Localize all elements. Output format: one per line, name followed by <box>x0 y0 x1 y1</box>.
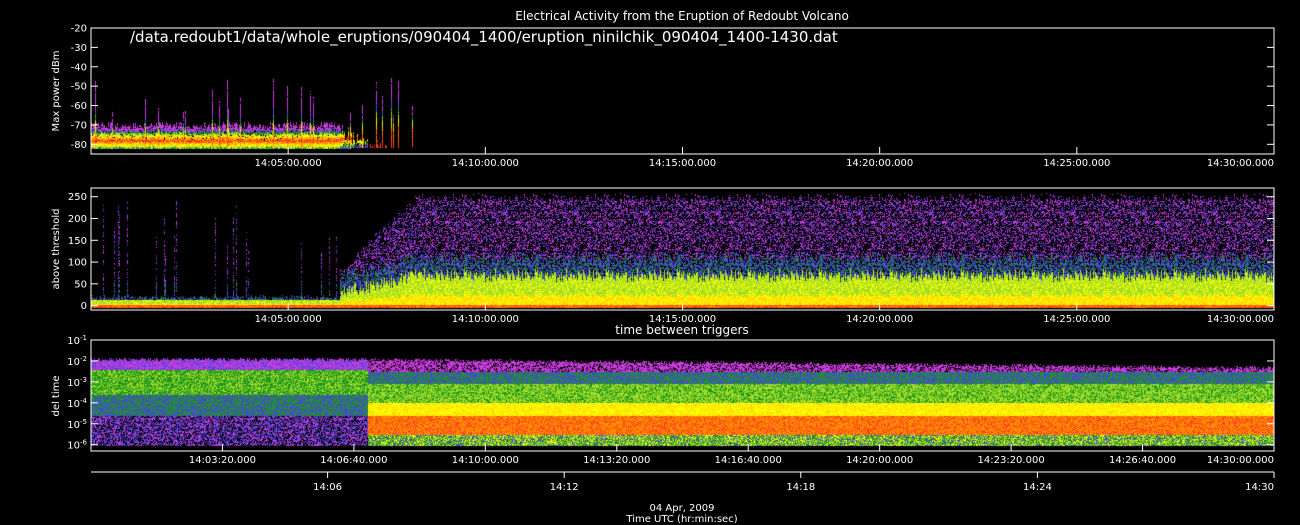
del-time-heatmap <box>91 340 1274 451</box>
xtick-label: 14:05:00.000 <box>255 158 322 169</box>
xtick2-label: 14:12 <box>550 482 579 493</box>
ytick-base: 10 <box>67 441 80 452</box>
ytick-base: 10 <box>67 357 80 368</box>
panel-max-power: /data.redoubt1/data/whole_eruptions/0904… <box>51 24 1275 169</box>
xtick-label: 14:15:00.000 <box>649 158 716 169</box>
ytick-label: -80 <box>71 140 87 151</box>
xtick-label: 14:20:00.000 <box>846 314 913 325</box>
max-power-ylabel: Max power dBm <box>51 51 62 132</box>
date-label: 04 Apr, 2009 <box>649 503 714 514</box>
xtick2-label: 14:30 <box>1245 482 1274 493</box>
panel-above-threshold: above threshold 250 200 150 100 50 0 14:05:00… <box>51 187 1275 325</box>
del-time-frame <box>90 339 1275 452</box>
ytick-exponent: -6 <box>80 439 88 447</box>
panel-del-time: time between triggers del time 10-110-21… <box>51 323 1275 525</box>
file-path-label: /data.redoubt1/data/whole_eruptions/0904… <box>130 28 838 47</box>
xtick-label: 14:30:00.000 <box>1207 455 1274 466</box>
xtick-label: 14:20:00.000 <box>846 158 913 169</box>
xtick-label: 14:20:00.000 <box>846 455 913 466</box>
del-time-title: time between triggers <box>615 323 748 337</box>
ytick-label: 0 <box>81 301 87 312</box>
xtick2-label: 14:24 <box>1023 482 1052 493</box>
ytick-label: 10-2 <box>67 355 87 368</box>
xtick-label: 14:23:20.000 <box>978 455 1045 466</box>
above-threshold-yaxis: 250 200 150 100 50 0 <box>68 192 1274 312</box>
ytick-label: 50 <box>74 279 87 290</box>
ytick-base: 10 <box>67 336 80 347</box>
figure-title: Electrical Activity from the Eruption of… <box>515 9 849 23</box>
max-power-heatmap <box>91 28 1274 154</box>
ytick-label: -50 <box>71 82 87 93</box>
del-time-ylabel: del time <box>51 375 62 416</box>
xtick-label: 14:25:00.000 <box>1043 314 1110 325</box>
ytick-label: -30 <box>71 43 87 54</box>
ytick-label: 250 <box>68 192 87 203</box>
xtick-label: 14:13:20.000 <box>583 455 650 466</box>
ytick-label: 10-6 <box>67 439 87 452</box>
ytick-exponent: -1 <box>80 334 87 342</box>
max-power-yaxis: -20 -30 -40 -50 -60 -70 -80 <box>71 24 1274 151</box>
ytick-label: 150 <box>68 236 87 247</box>
ytick-label: -40 <box>71 62 87 73</box>
ytick-label: -60 <box>71 101 87 112</box>
ytick-label: -70 <box>71 120 87 131</box>
xtick-label: 14:06:40.000 <box>320 455 387 466</box>
ytick-label: 10-3 <box>67 376 87 389</box>
xtick-label: 14:30:00.000 <box>1207 314 1274 325</box>
xtick-label: 14:25:00.000 <box>1043 158 1110 169</box>
xtick-label: 14:16:40.000 <box>715 455 782 466</box>
max-power-xaxis: 14:05:00.000 14:10:00.000 14:15:00.000 14:2… <box>255 147 1275 169</box>
xtick-label: 14:03:20.000 <box>189 455 256 466</box>
ytick-label: 10-5 <box>67 418 87 431</box>
ytick-label: -20 <box>71 24 87 35</box>
xtick-label: 14:30:00.000 <box>1207 158 1274 169</box>
above-threshold-heatmap <box>91 188 1274 310</box>
del-time-secondary-xaxis: 14:06 14:12 14:18 14:24 14:30 <box>91 471 1275 493</box>
xtick-label: 14:15:00.000 <box>649 314 716 325</box>
xtick2-label: 14:18 <box>786 482 815 493</box>
above-threshold-ylabel: above threshold <box>51 209 62 290</box>
ytick-exponent: -5 <box>80 418 87 426</box>
ytick-exponent: -4 <box>80 397 88 405</box>
ytick-label: 200 <box>68 214 87 225</box>
xtick2-label: 14:06 <box>313 482 342 493</box>
ytick-label: 10-4 <box>67 397 87 410</box>
del-time-xaxis: 14:03:20.000 14:06:40.000 14:10:00.000 14:1… <box>189 444 1275 466</box>
del-time-yaxis: 10-110-210-310-410-510-6 <box>67 334 1274 452</box>
ytick-label: 10-1 <box>67 334 87 347</box>
ytick-label: 100 <box>68 258 87 269</box>
xtick-label: 14:10:00.000 <box>452 314 519 325</box>
above-threshold-xaxis: 14:05:00.000 14:10:00.000 14:15:00.000 14:2… <box>255 303 1275 325</box>
ytick-exponent: -2 <box>80 355 87 363</box>
ytick-base: 10 <box>67 420 80 431</box>
xtick-label: 14:10:00.000 <box>452 158 519 169</box>
xtick-label: 14:26:40.000 <box>1109 455 1176 466</box>
xtick-label: 14:10:00.000 <box>452 455 519 466</box>
time-axis-label: Time UTC (hr:min:sec) <box>625 514 737 525</box>
ytick-base: 10 <box>67 378 80 389</box>
ytick-base: 10 <box>67 399 80 410</box>
ytick-exponent: -3 <box>80 376 87 384</box>
xtick-label: 14:05:00.000 <box>255 314 322 325</box>
